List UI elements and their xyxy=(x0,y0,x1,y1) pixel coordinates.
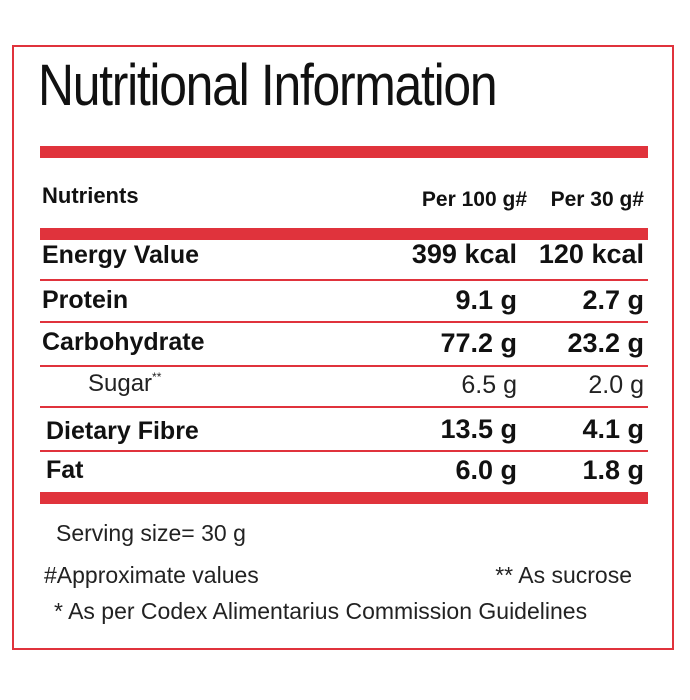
row-name: Protein xyxy=(42,286,129,314)
row-per-30g: 120 kcal xyxy=(538,239,644,269)
row-per-100g: 9.1 g xyxy=(455,285,517,315)
row-per-30g: 1.8 g xyxy=(582,455,644,485)
row-per-30g: 2.7 g xyxy=(582,285,644,315)
row-per-30g: 4.1 g xyxy=(582,414,644,444)
row-divider xyxy=(40,321,648,323)
row-per-30g: 2.0 g xyxy=(588,371,644,399)
header-per-100g: Per 100 g# xyxy=(421,188,527,211)
row-per-100g: 6.5 g xyxy=(461,371,517,399)
sucrose-note: ** As sucrose xyxy=(495,562,632,588)
row-divider xyxy=(40,279,648,281)
row-per-100g: 13.5 g xyxy=(440,414,517,444)
row-name: Energy Value xyxy=(42,241,200,269)
row-per-100g: 6.0 g xyxy=(455,455,517,485)
serving-size-note: Serving size= 30 g xyxy=(56,520,246,546)
row-name: Dietary Fibre xyxy=(46,417,199,445)
table-bottom-divider xyxy=(40,492,648,504)
approximate-values-note: #Approximate values xyxy=(44,562,259,588)
row-per-100g: 399 kcal xyxy=(411,239,517,269)
header-per-30g: Per 30 g# xyxy=(550,188,644,211)
row-divider xyxy=(40,406,648,408)
page-title: Nutritional Information xyxy=(38,53,498,118)
row-name: Sugar xyxy=(88,370,153,397)
title-divider xyxy=(40,146,648,158)
row-per-30g: 23.2 g xyxy=(567,328,644,358)
row-divider xyxy=(40,450,648,452)
row-per-100g: 77.2 g xyxy=(440,328,517,358)
header-nutrients: Nutrients xyxy=(42,183,139,208)
sugar-footnote-marker: ** xyxy=(152,370,162,384)
row-divider xyxy=(40,365,648,367)
row-name: Fat xyxy=(46,456,84,484)
header-divider xyxy=(40,228,648,240)
row-name-sugar: Sugar** xyxy=(88,370,161,398)
row-name: Carbohydrate xyxy=(42,328,205,356)
codex-note: * As per Codex Alimentarius Commission G… xyxy=(54,598,588,624)
label-frame xyxy=(12,45,674,650)
